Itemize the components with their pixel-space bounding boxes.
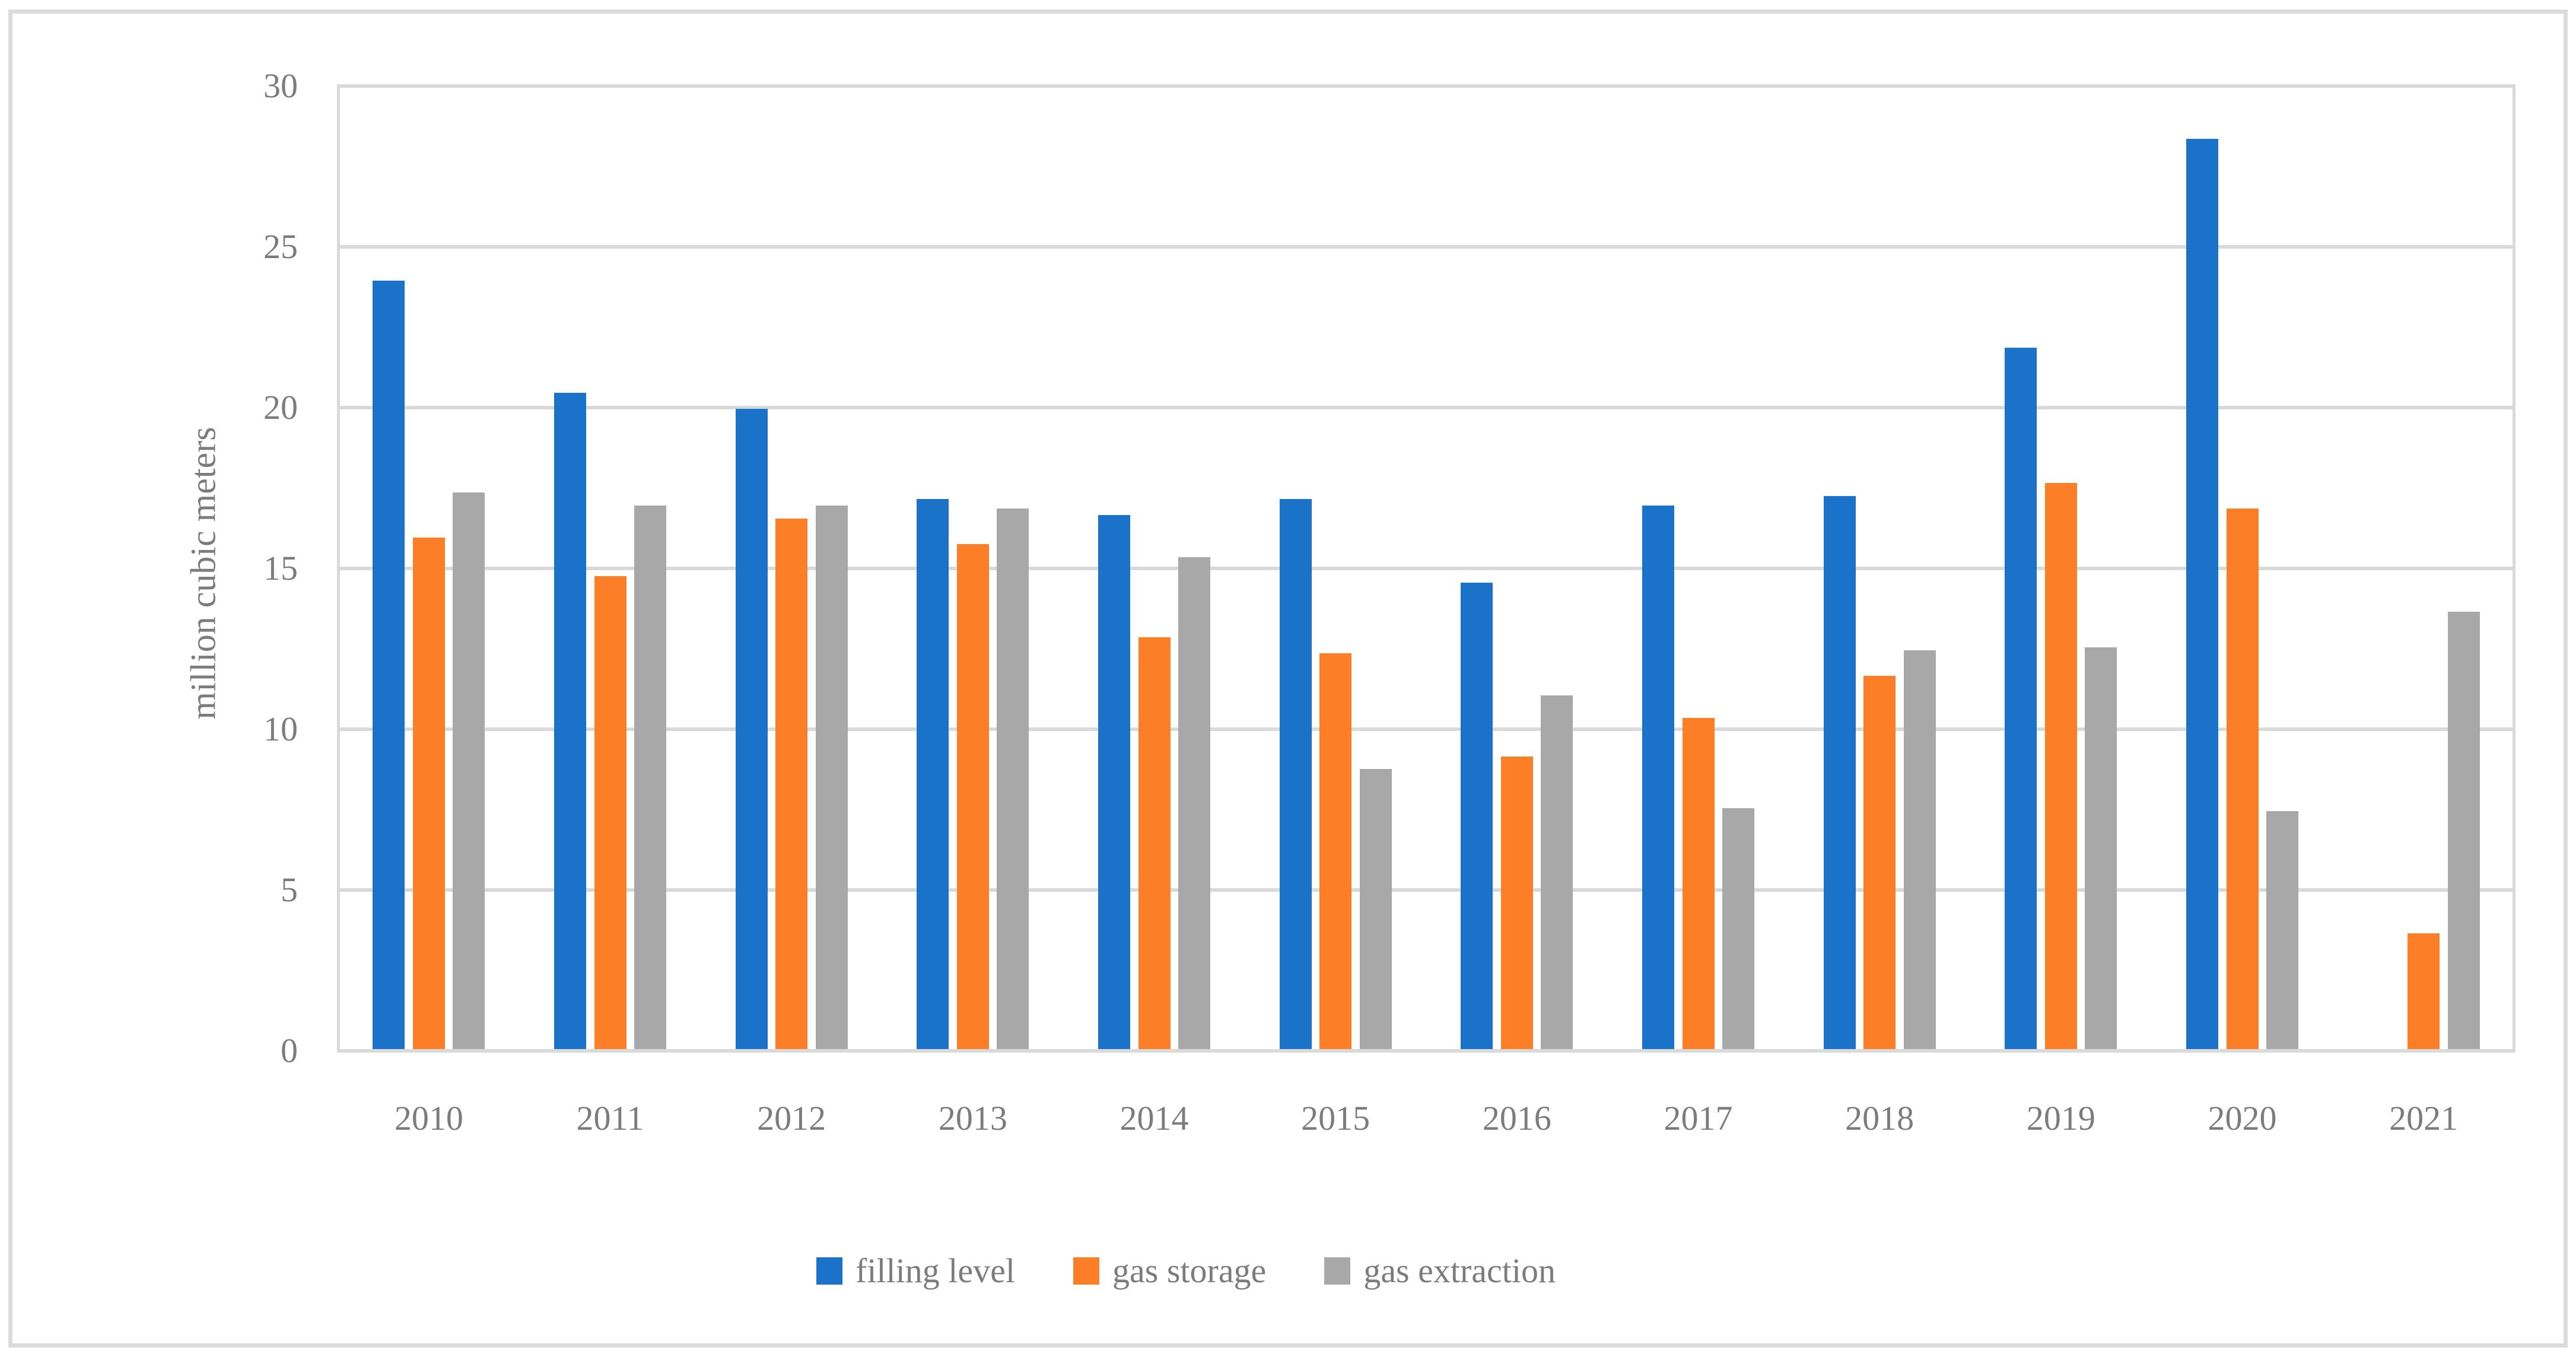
x-tick-label: 2014 bbox=[1120, 1099, 1189, 1137]
legend-label: gas storage bbox=[1112, 1251, 1267, 1290]
bar-gas-storage-2019 bbox=[2044, 483, 2077, 1049]
gridline-25 bbox=[337, 245, 2515, 249]
x-tick-label: 2011 bbox=[576, 1099, 644, 1137]
x-tick-label: 2015 bbox=[1301, 1099, 1370, 1137]
bar-filling-level-2015 bbox=[1279, 499, 1312, 1049]
x-axis-line bbox=[337, 1049, 2515, 1053]
bar-filling-level-2011 bbox=[554, 393, 586, 1049]
legend-swatch-icon bbox=[1073, 1257, 1099, 1285]
x-tick-label: 2017 bbox=[1664, 1099, 1733, 1137]
gridline-15 bbox=[337, 567, 2515, 570]
bar-filling-level-2020 bbox=[2186, 139, 2218, 1049]
bar-filling-level-2016 bbox=[1461, 583, 1493, 1049]
bar-gas-extraction-2010 bbox=[453, 492, 485, 1049]
y-tick-label: 10 bbox=[263, 710, 298, 748]
x-tick-label: 2019 bbox=[2026, 1099, 2095, 1137]
y-tick-label: 20 bbox=[263, 388, 298, 427]
y-tick-label: 30 bbox=[263, 66, 298, 105]
bar-filling-level-2013 bbox=[917, 499, 949, 1049]
y-tick-label: 15 bbox=[263, 549, 298, 587]
legend-item-filling-level: filling level bbox=[816, 1251, 1015, 1291]
x-tick-label: 2016 bbox=[1482, 1099, 1551, 1137]
bar-gas-storage-2020 bbox=[2226, 509, 2259, 1049]
bar-gas-storage-2015 bbox=[1319, 653, 1352, 1049]
x-tick-label: 2018 bbox=[1845, 1099, 1914, 1137]
plot-area bbox=[337, 84, 2515, 1053]
bar-gas-storage-2018 bbox=[1863, 676, 1896, 1049]
bar-filling-level-2017 bbox=[1642, 506, 1674, 1049]
gridline-30 bbox=[337, 84, 2515, 88]
bar-gas-extraction-2015 bbox=[1359, 769, 1392, 1049]
bar-gas-extraction-2012 bbox=[815, 506, 848, 1049]
bar-gas-extraction-2018 bbox=[1903, 650, 1936, 1049]
x-tick-label: 2020 bbox=[2208, 1099, 2277, 1137]
legend: filling level gas storage gas extraction bbox=[816, 1251, 1556, 1291]
bar-gas-extraction-2019 bbox=[2085, 647, 2117, 1049]
bar-gas-extraction-2016 bbox=[1541, 695, 1573, 1049]
gridline-10 bbox=[337, 727, 2515, 731]
bar-gas-extraction-2021 bbox=[2447, 611, 2480, 1049]
figure-frame bbox=[8, 9, 2568, 1348]
bar-gas-storage-2021 bbox=[2408, 933, 2440, 1049]
x-tick-label: 2010 bbox=[394, 1099, 463, 1137]
bar-filling-level-2012 bbox=[735, 409, 768, 1049]
bar-gas-extraction-2013 bbox=[997, 509, 1029, 1049]
bar-filling-level-2019 bbox=[2005, 348, 2037, 1049]
bar-gas-storage-2012 bbox=[775, 518, 808, 1049]
bar-gas-extraction-2020 bbox=[2266, 811, 2298, 1049]
x-tick-label: 2021 bbox=[2389, 1099, 2459, 1137]
legend-item-gas-extraction: gas extraction bbox=[1324, 1251, 1556, 1291]
legend-swatch-icon bbox=[1324, 1257, 1351, 1285]
bar-gas-storage-2014 bbox=[1138, 637, 1171, 1049]
bar-gas-storage-2010 bbox=[412, 538, 445, 1049]
bar-gas-storage-2017 bbox=[1682, 717, 1715, 1049]
bar-filling-level-2010 bbox=[373, 280, 405, 1049]
bar-filling-level-2018 bbox=[1823, 495, 1856, 1049]
bar-gas-extraction-2011 bbox=[634, 506, 666, 1049]
bar-gas-extraction-2017 bbox=[1722, 808, 1754, 1049]
bar-gas-storage-2013 bbox=[956, 544, 989, 1049]
gridline-5 bbox=[337, 888, 2515, 892]
legend-label: filling level bbox=[856, 1251, 1015, 1290]
y-tick-label: 5 bbox=[281, 870, 298, 909]
gridline-20 bbox=[337, 406, 2515, 409]
x-tick-label: 2013 bbox=[938, 1099, 1007, 1137]
legend-swatch-icon bbox=[816, 1257, 842, 1285]
bar-gas-extraction-2014 bbox=[1178, 557, 1210, 1049]
bar-filling-level-2014 bbox=[1098, 515, 1130, 1049]
legend-label: gas extraction bbox=[1363, 1251, 1556, 1290]
legend-item-gas-storage: gas storage bbox=[1073, 1251, 1266, 1291]
y-tick-label: 0 bbox=[281, 1031, 298, 1070]
y-tick-label: 25 bbox=[263, 227, 298, 266]
bar-gas-storage-2016 bbox=[1500, 756, 1533, 1049]
bar-gas-storage-2011 bbox=[594, 576, 626, 1049]
x-tick-label: 2012 bbox=[757, 1099, 826, 1137]
